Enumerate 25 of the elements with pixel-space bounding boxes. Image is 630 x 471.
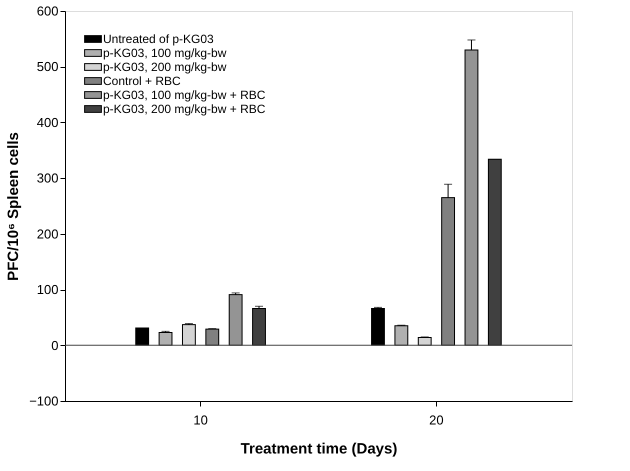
bar <box>228 294 243 346</box>
y-axis-title: PFC/10⁶ Spleen cells <box>5 132 22 281</box>
bar <box>135 328 150 346</box>
legend-label: Control + RBC <box>103 74 182 88</box>
bar <box>182 324 196 346</box>
bar <box>394 325 408 346</box>
bar <box>205 328 220 346</box>
x-axis-title: Treatment time (Days) <box>240 440 398 458</box>
y-tick-label: 600 <box>36 4 58 18</box>
legend-label: p-KG03, 100 mg/kg-bw <box>103 46 227 60</box>
y-tick-label: 500 <box>36 59 58 74</box>
y-tick-label: −100 <box>29 394 58 408</box>
legend-label: Untreated of p-KG03 <box>103 32 214 46</box>
bar <box>158 332 172 346</box>
y-tick-label: 0 <box>51 338 58 353</box>
y-tick-label: 200 <box>36 226 58 242</box>
legend-label: p-KG03, 200 mg/kg-bw + RBC <box>103 102 266 116</box>
x-tick-label: 10 <box>193 412 208 428</box>
legend-label: p-KG03, 100 mg/kg-bw + RBC <box>103 88 266 102</box>
x-tick-label: 20 <box>429 412 444 428</box>
legend-label: p-KG03, 200 mg/kg-bw <box>103 60 227 74</box>
y-tick-label: 400 <box>36 114 58 130</box>
y-tick-label: 100 <box>36 282 58 298</box>
y-tick-label: 300 <box>36 170 58 186</box>
bar <box>371 308 385 346</box>
